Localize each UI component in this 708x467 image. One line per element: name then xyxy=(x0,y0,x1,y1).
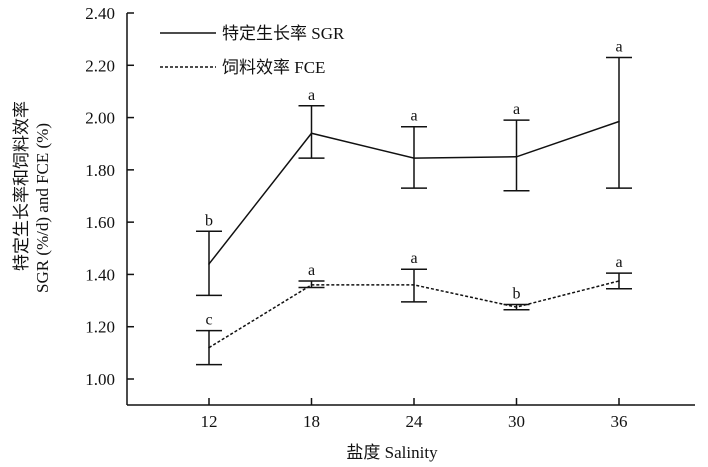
significance-label: b xyxy=(205,212,213,229)
significance-label: a xyxy=(308,87,315,104)
significance-label: c xyxy=(205,312,212,329)
significance-label: a xyxy=(410,108,417,125)
y-tick-label: 2.40 xyxy=(85,4,115,23)
data-point xyxy=(618,280,620,282)
data-point xyxy=(413,284,415,286)
data-point xyxy=(208,346,210,349)
data-point xyxy=(515,155,518,158)
y-tick-label: 1.20 xyxy=(85,318,115,337)
legend-label-sgr: 特定生长率 SGR xyxy=(222,24,345,43)
x-tick-label: 36 xyxy=(611,412,628,431)
legend-label-fce: 饲料效率 FCE xyxy=(222,58,325,77)
y-tick-label: 1.60 xyxy=(85,213,115,232)
x-axis-ticks: 12 18 24 30 36 xyxy=(201,398,628,431)
significance-label: a xyxy=(513,101,520,118)
y-tick-label: 1.40 xyxy=(85,265,115,284)
legend: 特定生长率 SGR 饲料效率 FCE xyxy=(160,24,345,77)
x-tick-label: 30 xyxy=(508,412,525,431)
data-point xyxy=(515,306,518,308)
significance-label: b xyxy=(513,285,521,302)
data-point xyxy=(310,284,313,286)
data-point xyxy=(208,263,210,265)
y-axis-ticks: 1.00 1.20 1.40 1.60 1.80 2.00 2.20 2.40 xyxy=(85,4,134,389)
y-tick-label: 1.00 xyxy=(85,370,115,389)
data-point xyxy=(618,120,620,123)
y-tick-label: 1.80 xyxy=(85,161,115,180)
x-axis-title: 盐度 Salinity xyxy=(346,443,438,462)
x-tick-label: 12 xyxy=(201,412,218,431)
y-tick-label: 2.20 xyxy=(85,56,115,75)
significance-label: a xyxy=(615,254,622,271)
data-point xyxy=(310,132,313,135)
significance-label: a xyxy=(410,250,417,267)
series-layer: b a a a a c a a b a xyxy=(196,38,632,366)
x-tick-label: 24 xyxy=(406,412,424,431)
significance-label: a xyxy=(308,262,315,279)
series-2: c a a b a xyxy=(196,250,632,366)
y-axis-title-line2: SGR (%/d) and FCE (%) xyxy=(33,123,52,293)
y-axis-title-line1: 特定生长率和饲料效率 xyxy=(12,101,31,271)
data-point xyxy=(413,157,415,159)
x-tick-label: 18 xyxy=(303,412,320,431)
series-1: b a a a a xyxy=(196,38,632,297)
y-tick-label: 2.00 xyxy=(85,109,115,128)
significance-label: a xyxy=(615,38,622,55)
